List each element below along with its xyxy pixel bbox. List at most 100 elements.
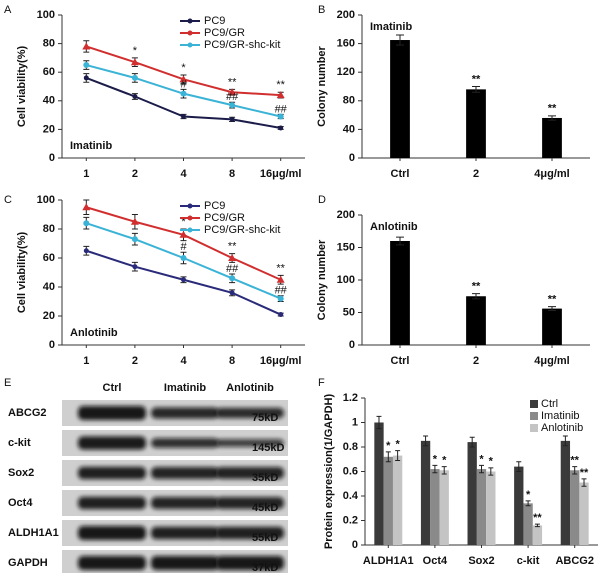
blot-band [78, 466, 146, 480]
y-tick-label: 120 [337, 66, 355, 78]
panel-label: B [318, 4, 325, 16]
y-axis-title: Colony number [316, 239, 328, 320]
significance: ** [228, 241, 237, 253]
legend-marker [187, 215, 193, 221]
bar [420, 440, 431, 545]
y-tick-label: 100 [37, 194, 55, 206]
legend-marker [187, 18, 193, 24]
panel-label: E [4, 377, 11, 389]
y-tick-label: 40 [43, 95, 55, 107]
significance: ** [570, 455, 579, 467]
significance: * [479, 453, 484, 465]
y-tick-label: 0 [49, 152, 55, 164]
blot-band [216, 407, 284, 419]
significance: * [133, 45, 138, 57]
x-tick-label: 2 [132, 168, 138, 180]
point [181, 277, 186, 283]
x-tick-label: 2 [132, 355, 138, 367]
significance: ** [228, 76, 237, 88]
blot-size-label: 145kD [252, 442, 284, 454]
blot-row-label: c-kit [8, 437, 31, 449]
blot-row-label: ABCG2 [8, 407, 47, 419]
error-bar [572, 466, 578, 475]
point [131, 236, 138, 243]
legend-label: PC9/GR-shc-kit [204, 39, 280, 51]
blot-band [78, 436, 146, 450]
blot-band [216, 556, 284, 570]
bar [467, 442, 477, 545]
bar [390, 241, 410, 345]
x-tick-label: 16μg/ml [260, 355, 302, 367]
legend-marker [187, 42, 193, 48]
legend-label: PC9/GR-shc-kit [204, 224, 280, 236]
y-tick-label: 0.6 [343, 465, 358, 477]
blot-band [78, 556, 146, 570]
x-tick-label: 16μg/ml [260, 168, 302, 180]
x-tick-label: ABCG2 [555, 555, 594, 567]
x-tick-label: 2 [473, 355, 479, 367]
point [83, 220, 90, 227]
bar [579, 482, 589, 545]
point [228, 88, 237, 96]
error-bar [396, 34, 404, 46]
y-tick-label: 80 [43, 223, 55, 235]
blot-band [151, 438, 219, 448]
y-tick-label: 20 [43, 310, 55, 322]
significance: * [386, 440, 391, 452]
bar [542, 308, 562, 345]
blot-size-label: 35kD [252, 472, 278, 484]
y-tick-label: 100 [37, 9, 55, 21]
x-tick-label: Sox2 [468, 555, 494, 567]
bar [570, 470, 580, 545]
bar [542, 117, 562, 158]
legend-label: Anlotinib [541, 422, 583, 434]
y-tick-label: 60 [43, 252, 55, 264]
point [180, 255, 187, 261]
y-tick-label: 200 [337, 209, 355, 221]
y-tick-label: 0.2 [343, 514, 358, 526]
legend-label: Imatinib [541, 410, 580, 422]
bar [466, 89, 486, 158]
chart-annotation: Imatinib [370, 21, 412, 33]
error-bar [534, 523, 540, 528]
blot-row-label: Sox2 [8, 467, 34, 479]
bar [486, 471, 496, 545]
point [181, 114, 186, 120]
point [229, 116, 235, 122]
x-tick-label: 1 [83, 168, 89, 180]
legend-label: PC9/GR [204, 212, 245, 224]
point [276, 91, 285, 99]
point [132, 264, 138, 270]
error-bar [385, 451, 391, 463]
error-bar [581, 478, 587, 487]
significance: ** [533, 512, 542, 524]
blot-band [151, 556, 219, 570]
legend-label: PC9 [204, 15, 225, 27]
y-tick-label: 40 [343, 123, 355, 135]
significance: ** [472, 281, 481, 293]
point [82, 42, 91, 50]
bar [514, 466, 524, 545]
legend-swatch [530, 412, 538, 420]
x-tick-label: 2 [473, 168, 479, 180]
point [277, 113, 284, 120]
significance: # [180, 241, 187, 253]
error-bar [376, 415, 382, 430]
blot-band [216, 526, 284, 540]
legend-marker [187, 203, 193, 209]
legend-swatch [530, 424, 538, 432]
y-axis-title: Colony number [316, 45, 328, 126]
y-tick-label: 80 [43, 38, 55, 50]
error-bar [423, 435, 429, 447]
bar [476, 469, 487, 545]
y-tick-label: 0.8 [343, 441, 358, 453]
legend-label: PC9/GR [204, 27, 245, 39]
blot-band [78, 496, 146, 510]
blot-band [151, 497, 219, 509]
point [179, 75, 188, 83]
point [228, 254, 237, 261]
significance: * [489, 456, 494, 468]
blot-size-label: 45kD [252, 502, 278, 514]
x-tick-label: c-kit [517, 555, 540, 567]
blot-row-label: ALDH1A1 [8, 527, 59, 539]
